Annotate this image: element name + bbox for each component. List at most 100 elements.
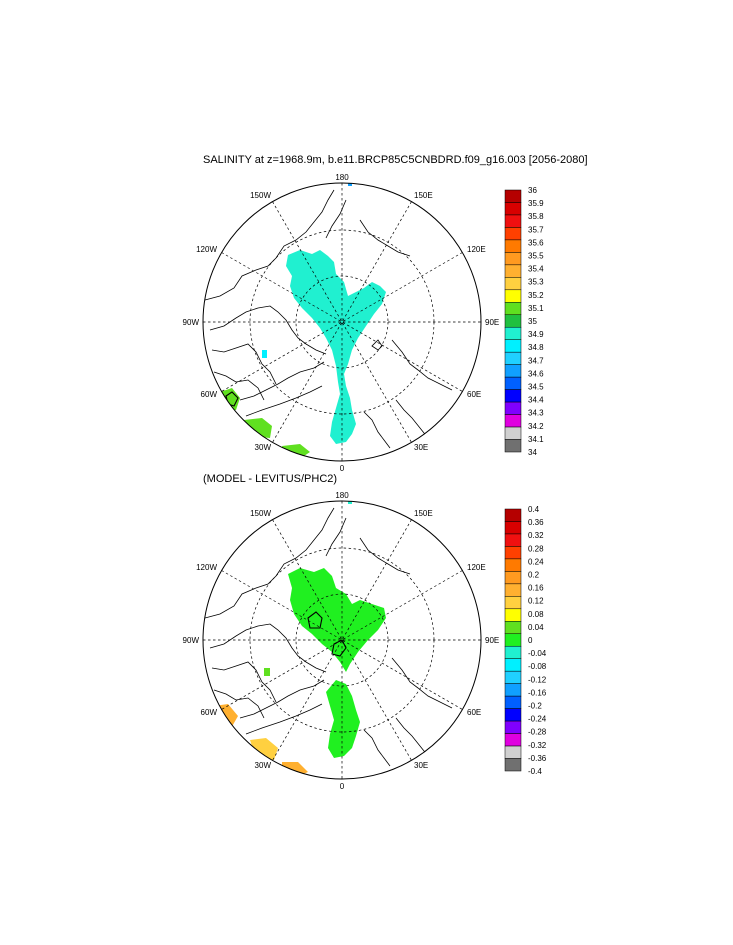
graticule [203,501,481,779]
colorbar-label: 0.4 [528,505,540,514]
colorbar-swatch [504,277,522,291]
lon-label: 120W [196,563,217,572]
lon-label: 60E [467,390,481,399]
colorbar-label: -0.12 [528,675,547,684]
colorbar-swatch [504,508,522,522]
colorbar-swatch [504,645,522,659]
colorbar-swatch [504,339,522,353]
salinity-shade-34.6 [348,183,352,186]
panel-title-difference: (MODEL - LEVITUS/PHC2) [203,473,338,485]
coastline [204,507,453,767]
lon-label: 180 [335,491,349,500]
colorbar-swatch [504,633,522,647]
colorbar-swatch [504,439,522,453]
colorbar-swatch [504,695,522,709]
colorbar-label: 34.4 [528,396,544,405]
colorbar-swatch [504,376,522,390]
colorbar-swatch [504,189,522,203]
colorbar-swatch [504,227,522,241]
colorbar-swatch [504,608,522,622]
polar-map-difference: 180 150E 120E 90E 60E 30E 0 30W 60W 90W … [183,491,500,791]
colorbar-label: 34.8 [528,343,544,352]
lon-label: 30E [414,761,428,770]
lon-label: 90W [183,318,200,327]
colorbar-swatch [504,389,522,403]
polar-map-salinity: 180 150E 120E 90E 60E 30E 0 30W 60W 90W … [183,173,500,473]
lon-label: 90W [183,636,200,645]
lon-label: 150E [414,509,433,518]
difference-shade-0.04 [326,680,360,758]
colorbar-swatch [504,314,522,328]
colorbar-label: 35.3 [528,278,544,287]
colorbar-swatch [504,670,522,684]
colorbar-swatch [504,558,522,572]
colorbar-label: -0.16 [528,688,547,697]
colorbar-label: 35.4 [528,265,544,274]
colorbar-swatch [504,708,522,722]
colorbar-difference: 0.4 0.36 0.32 0.28 0.24 0.2 0.16 0.12 0.08 0.04 0 -… [504,505,547,776]
colorbar-label: 34 [528,448,537,457]
colorbar-swatch [504,720,522,734]
colorbar-label: 34.7 [528,356,544,365]
colorbar-label: -0.24 [528,715,547,724]
colorbar-label: 0.08 [528,610,544,619]
difference-shade-0.04 [288,568,386,672]
colorbar-label: 34.5 [528,383,544,392]
lon-label: 60W [201,708,218,717]
colorbar-swatch [504,239,522,253]
colorbar-label: 35.1 [528,304,544,313]
colorbar-swatch [504,401,522,415]
colorbar-swatch [504,264,522,278]
colorbar-swatch [504,302,522,316]
colorbar-label: 36 [528,186,537,195]
colorbar-label: -0.08 [528,662,547,671]
colorbar-label: 34.1 [528,435,544,444]
colorbar-label: 0.12 [528,597,544,606]
colorbar-swatch [504,426,522,440]
panel-title-salinity: SALINITY at z=1968.9m, b.e11.BRCP85C5CNB… [203,154,588,166]
colorbar-swatch [504,521,522,535]
colorbar-swatch [504,571,522,585]
graticule [203,183,481,461]
colorbar-label: 34.3 [528,409,544,418]
lon-label: 150E [414,191,433,200]
lon-label: 120W [196,245,217,254]
colorbar-label: 35.2 [528,291,544,300]
difference-shade-0.2 [282,762,308,778]
colorbar-swatch [504,583,522,597]
colorbar-swatch [504,621,522,635]
colorbar-swatch [504,202,522,216]
coastline [204,189,453,449]
difference-shade-0.04 [264,668,270,676]
colorbar-label: -0.4 [528,767,542,776]
salinity-shade-34.9 [286,250,386,444]
lon-label: 120E [467,245,486,254]
colorbar-swatch [504,596,522,610]
lon-label: 60E [467,708,481,717]
lon-label: 0 [340,782,345,791]
colorbar-label: 35.7 [528,225,544,234]
colorbar-label: 0.36 [528,518,544,527]
colorbar-label: 35.6 [528,238,544,247]
difference-shade-0.16 [250,738,278,760]
colorbar-salinity: 36 35.9 35.8 35.7 35.6 35.5 35.4 35.3 35.2 35.1 35… [504,186,544,457]
colorbar-label: 34.9 [528,330,544,339]
lon-label: 150W [250,191,271,200]
colorbar-label: 0.28 [528,544,544,553]
colorbar-label: -0.32 [528,741,547,750]
colorbar-label: 0.2 [528,571,540,580]
colorbar-label: -0.04 [528,649,547,658]
colorbar-swatch [504,733,522,747]
colorbar-swatch [504,289,522,303]
colorbar-label: 0.24 [528,557,544,566]
colorbar-label: 35 [528,317,537,326]
colorbar-swatch [504,351,522,365]
colorbar-label: 0.04 [528,623,544,632]
salinity-shade-35.2 [244,418,272,438]
colorbar-swatch [504,252,522,266]
colorbar-swatch [504,658,522,672]
difference-shade-0 [348,501,352,504]
colorbar-label: -0.28 [528,728,547,737]
colorbar-swatch [504,364,522,378]
colorbar-swatch [504,745,522,759]
